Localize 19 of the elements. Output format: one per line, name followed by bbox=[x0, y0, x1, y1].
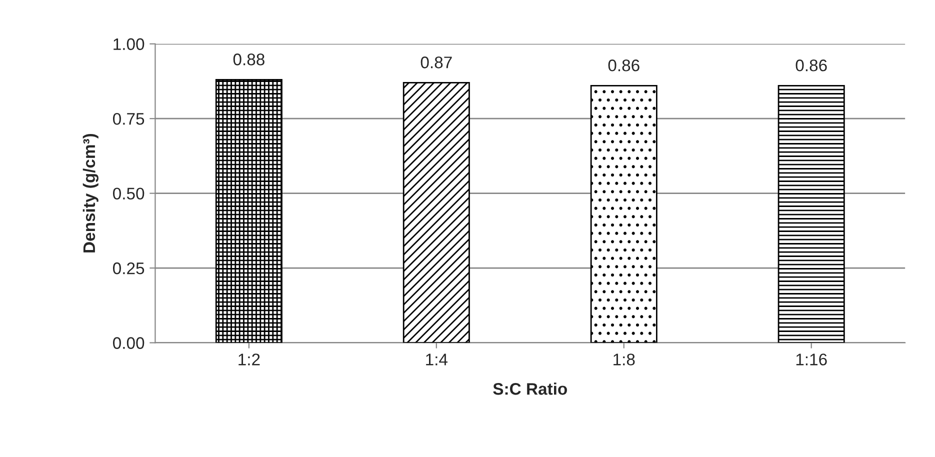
data-label: 0.86 bbox=[608, 60, 640, 72]
x-tick-label: 1:16 bbox=[796, 354, 827, 366]
bar bbox=[402, 82, 470, 343]
bar bbox=[215, 79, 282, 343]
bar bbox=[590, 85, 658, 343]
y-tick-label: 0.75 bbox=[113, 112, 144, 125]
x-tick-label: 1:2 bbox=[238, 354, 260, 366]
bar bbox=[778, 85, 845, 343]
x-tick-label: 1:4 bbox=[426, 354, 448, 366]
y-tick-label: 0.00 bbox=[113, 337, 144, 349]
y-tick-label: 0.25 bbox=[113, 262, 144, 274]
y-tick-label: 1.00 bbox=[114, 38, 144, 50]
x-axis-title: S:C Ratio bbox=[493, 382, 567, 395]
y-axis-title: Density (g/cm³) bbox=[82, 134, 98, 252]
data-label: 0.88 bbox=[233, 54, 264, 66]
y-tick-label: 0.50 bbox=[113, 188, 144, 200]
data-label: 0.87 bbox=[420, 56, 452, 68]
x-tick-label: 1:8 bbox=[614, 354, 635, 366]
data-label: 0.86 bbox=[796, 60, 827, 72]
